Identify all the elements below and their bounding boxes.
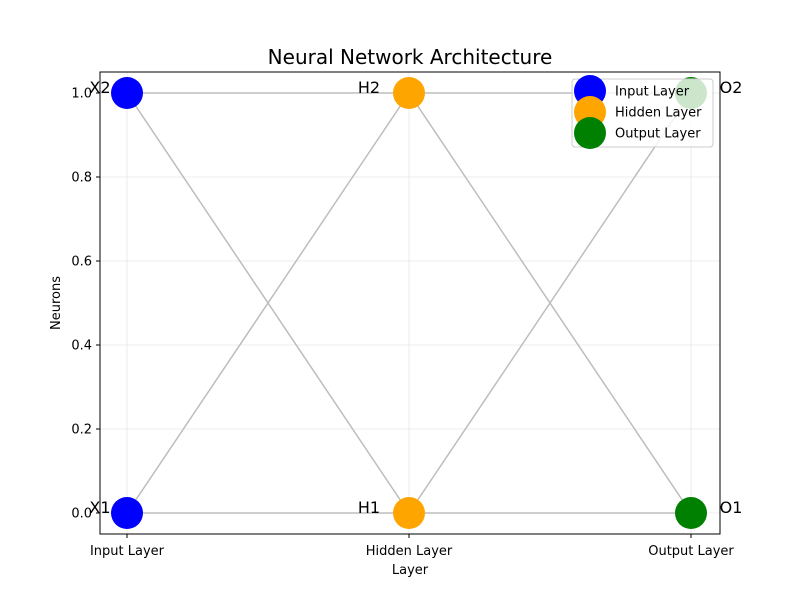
neuron-label: H2 — [358, 78, 380, 97]
y-ticks: 0.0 0.2 0.4 0.6 0.8 1.0 — [71, 87, 100, 522]
neuron-label: O1 — [720, 498, 743, 517]
x-tick-label: Hidden Layer — [366, 544, 453, 559]
neuron-point — [675, 497, 707, 529]
neuron-point — [111, 497, 143, 529]
y-tick-label: 0.4 — [71, 339, 92, 354]
legend-marker — [574, 117, 606, 149]
neuron-label: X2 — [89, 78, 110, 97]
connection-line — [126, 92, 410, 514]
legend-label: Input Layer — [615, 85, 690, 100]
x-axis-label: Layer — [392, 563, 429, 578]
neuron-point — [393, 497, 425, 529]
connections — [126, 92, 692, 514]
neuron-point — [393, 77, 425, 109]
y-tick-label: 0.8 — [71, 171, 92, 186]
y-tick-label: 0.2 — [71, 423, 92, 438]
y-tick-label: 0.6 — [71, 255, 92, 270]
neuron-point — [111, 77, 143, 109]
y-tick-label: 0.0 — [71, 507, 92, 522]
neuron-label: X1 — [89, 498, 110, 517]
legend-box — [571, 78, 714, 148]
y-axis-label: Neurons — [49, 276, 64, 330]
chart-title: Neural Network Architecture — [268, 45, 553, 69]
legend: Input Layer Hidden Layer Output Layer — [571, 75, 714, 149]
neuron-label: O2 — [720, 78, 743, 97]
plot-area — [100, 72, 720, 534]
plot-frame — [99, 71, 721, 535]
legend-label: Output Layer — [615, 127, 701, 142]
connection-line — [408, 92, 692, 514]
x-tick-label: Output Layer — [648, 544, 734, 559]
x-ticks: Input Layer Hidden Layer Output Layer — [90, 534, 734, 559]
x-tick-label: Input Layer — [90, 544, 165, 559]
y-tick-label: 1.0 — [71, 87, 92, 102]
legend-label: Hidden Layer — [615, 106, 702, 121]
neuron-label: H1 — [358, 498, 380, 517]
